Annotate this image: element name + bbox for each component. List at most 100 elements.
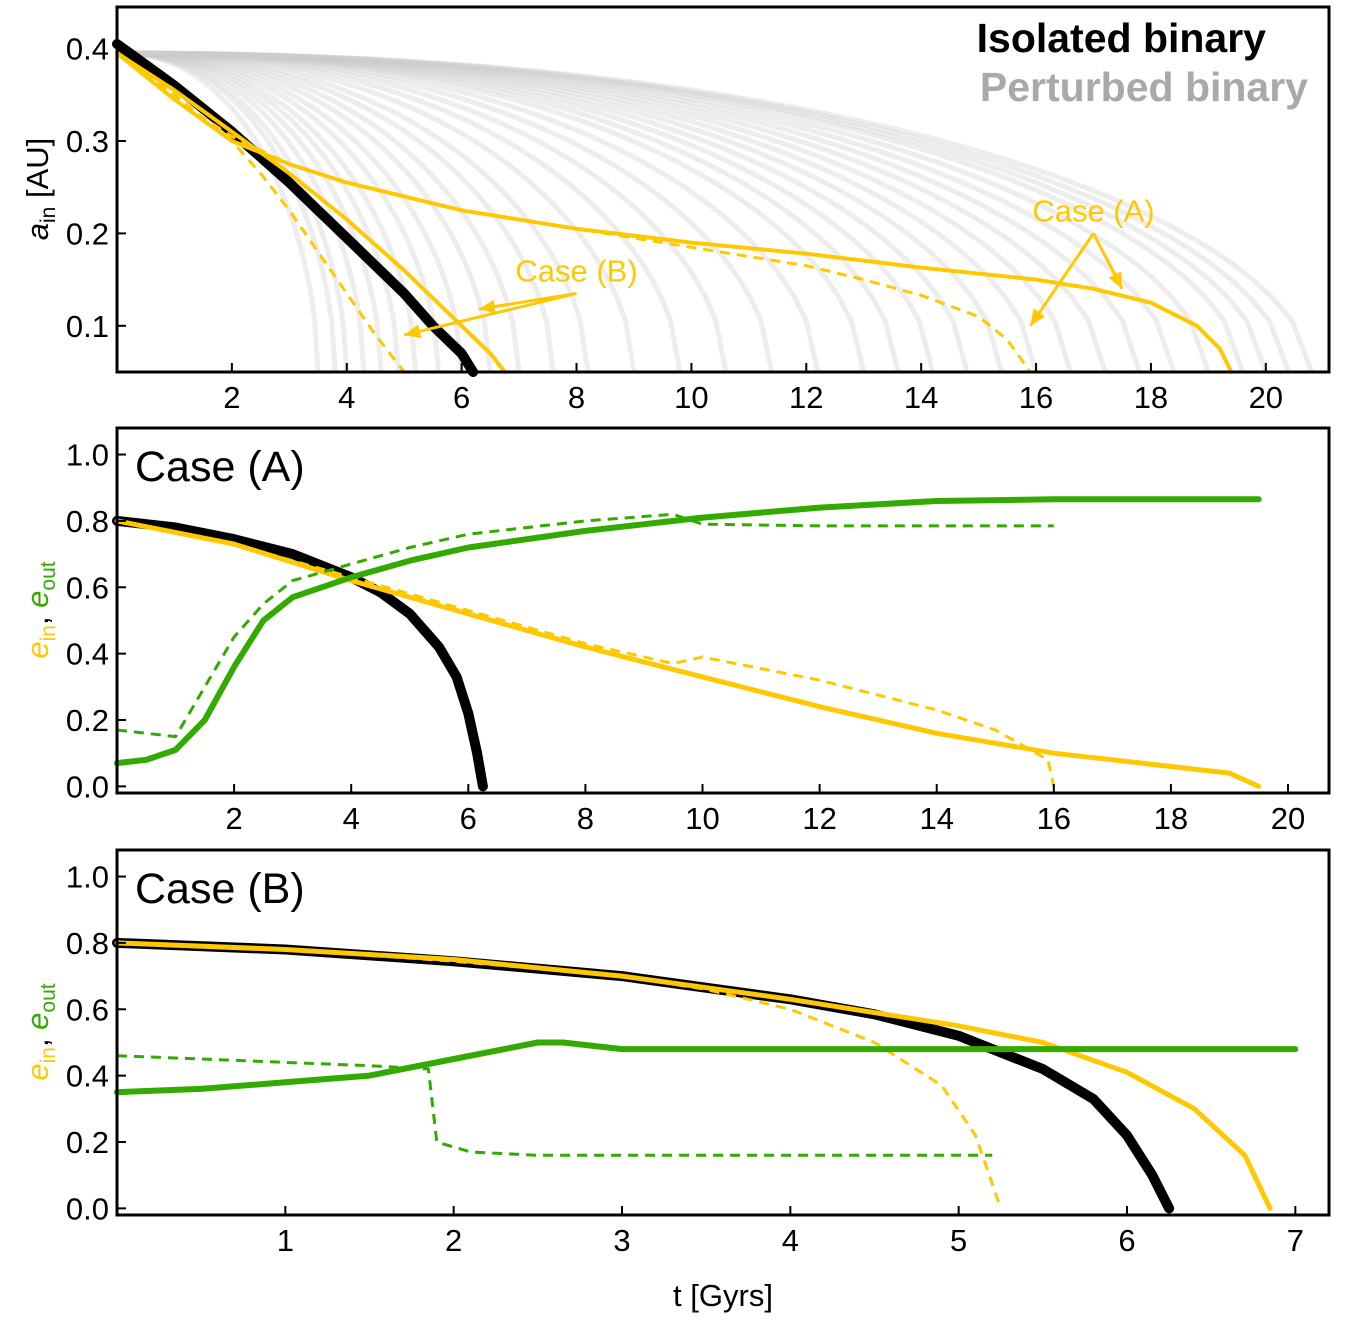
panel-case-a: 2 4 6 8 10 12 14 16 18 20 0.0 0.2 0.4 0.6 0.8 1.0 Case… (20, 426, 1331, 836)
legend-perturbed: Perturbed binary (980, 64, 1308, 110)
perturbed-curve (117, 50, 465, 373)
plot-frame (115, 848, 1331, 1217)
series-line-e-out-dashed (116, 512, 1054, 739)
perturbed-curve (117, 50, 442, 373)
perturbed-curve (117, 50, 522, 373)
y-tick-label: 1.0 (66, 438, 109, 473)
ylabel-eout-sub: out (37, 983, 60, 1012)
perturbed-curve (117, 50, 1269, 373)
panel-semimajor-axis: Case (A) Case (B) 2 4 6 8 10 12 14 16 18 20 0.1 0.2… (20, 5, 1331, 415)
x-tick-label: 4 (338, 380, 355, 415)
x-tick-label: 16 (1019, 380, 1053, 415)
x-tick-label: 16 (1037, 801, 1071, 836)
y-tick-label: 0.4 (66, 637, 109, 672)
x-tick-label: 4 (343, 801, 360, 836)
perturbed-curve (117, 50, 821, 373)
perturbed-curve (117, 50, 1005, 373)
x-tick-label: 1 (277, 1223, 294, 1258)
y-tick-label: 0.8 (66, 926, 109, 961)
x-axis: 2 4 6 8 10 12 14 16 18 20 (225, 784, 1305, 836)
ylabel-sep: , (20, 608, 55, 625)
perturbed-curve (117, 50, 1211, 373)
series-line-case-b-solid (115, 51, 507, 374)
x-tick-label: 18 (1134, 380, 1168, 415)
x-tick-label: 18 (1154, 801, 1188, 836)
x-tick-label: 2 (445, 1223, 462, 1258)
panel-title: Case (A) (135, 443, 305, 491)
annotation-arrow (478, 291, 577, 311)
ylabel-a: a (20, 223, 55, 240)
y-tick-label: 0.6 (66, 992, 109, 1027)
ylabel-eout: e (20, 591, 55, 608)
perturbed-curves-layer (117, 50, 1315, 373)
annotation-arrowhead (478, 299, 496, 314)
series-layer (112, 937, 1299, 1214)
x-tick-label: 5 (950, 1223, 967, 1258)
annotation-case-a: Case (A) (1032, 193, 1154, 228)
y-tick-label: 1.0 (66, 860, 109, 895)
perturbed-curve (117, 50, 1108, 373)
x-tick-label: 6 (1118, 1223, 1135, 1258)
ylabel-eout-sub: out (37, 561, 60, 590)
x-tick-label: 2 (225, 801, 242, 836)
annotation-arrowhead (404, 324, 422, 339)
y-axis-label: ein, eout (20, 983, 60, 1080)
series-line-isolated-e-in (112, 937, 1175, 1214)
plot-frame (115, 5, 1331, 374)
perturbed-curve (117, 50, 970, 373)
x-axis-label: t [Gyrs] (673, 1278, 773, 1313)
ylabel-ein: e (20, 1063, 55, 1080)
x-tick-label: 14 (904, 380, 938, 415)
perturbed-curve (117, 50, 683, 373)
perturbed-curve (117, 50, 1246, 373)
perturbed-curve (117, 50, 321, 373)
perturbed-curve (117, 50, 591, 373)
annotation-arrowhead (1108, 271, 1123, 289)
perturbed-curve (117, 50, 384, 373)
series-layer (112, 39, 1234, 377)
perturbed-curve (117, 50, 401, 373)
annotation-layer: Case (A) Case (B) (403, 193, 1155, 339)
y-axis-label: ein, eout (20, 561, 60, 658)
perturbed-curve (117, 50, 775, 373)
y-axis: 0.0 0.2 0.4 0.6 0.8 1.0 (66, 438, 126, 804)
y-tick-label: 0.4 (66, 1059, 109, 1094)
series-line-isolated-binary (112, 39, 479, 377)
x-axis: 1 2 3 4 5 6 7 (277, 1206, 1304, 1258)
ylabel-eout: e (20, 1013, 55, 1030)
x-tick-label: 7 (1287, 1223, 1304, 1258)
perturbed-curve (117, 50, 1315, 373)
y-tick-label: 0.0 (66, 1191, 109, 1226)
x-tick-label: 12 (802, 801, 836, 836)
series-line-e-in-dashed (116, 519, 1056, 787)
perturbed-curve (117, 50, 901, 373)
x-tick-label: 12 (789, 380, 823, 415)
panel-title: Case (B) (135, 865, 305, 913)
y-axis: 0.1 0.2 0.3 0.4 (66, 32, 126, 344)
x-tick-label: 3 (613, 1223, 630, 1258)
x-tick-label: 14 (919, 801, 953, 836)
series-line-e-out-solid (114, 1039, 1299, 1096)
perturbed-curve (117, 50, 867, 373)
x-tick-label: 4 (782, 1223, 799, 1258)
ylabel-unit: [AU] (20, 138, 55, 207)
perturbed-curve (117, 50, 729, 373)
perturbed-curve (117, 50, 419, 373)
perturbed-curve (117, 50, 637, 373)
y-tick-label: 0.2 (66, 216, 109, 251)
annotation-case-b: Case (B) (515, 253, 637, 288)
perturbed-curve (117, 50, 493, 373)
x-tick-label: 20 (1249, 380, 1283, 415)
ylabel-ein-sub: in (37, 625, 60, 641)
x-axis: 2 4 6 8 10 12 14 16 18 20 (223, 363, 1283, 415)
x-tick-label: 20 (1271, 801, 1305, 836)
x-tick-label: 2 (223, 380, 240, 415)
y-tick-label: 0.3 (66, 124, 109, 159)
series-line-e-in-solid (114, 518, 1262, 789)
y-tick-label: 0.8 (66, 504, 109, 539)
legend-isolated: Isolated binary (977, 15, 1267, 61)
series-line-case-a-dashed (116, 52, 1032, 373)
annotation-arrow (403, 291, 577, 337)
y-tick-label: 0.2 (66, 703, 109, 738)
